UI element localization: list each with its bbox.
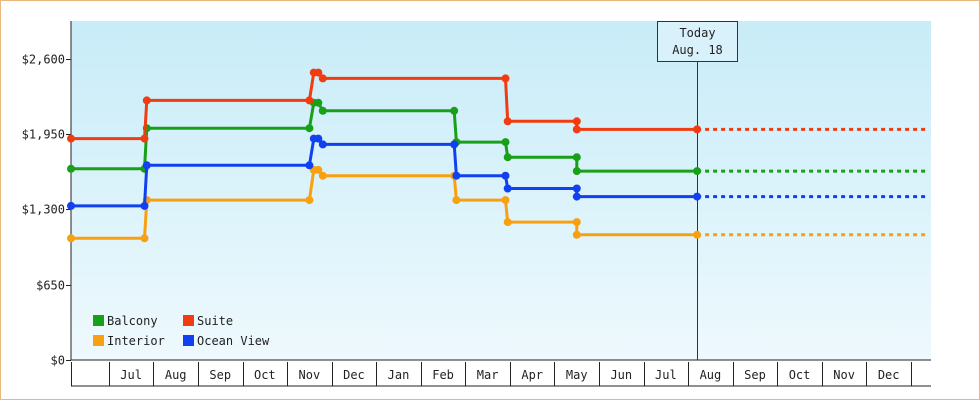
data-point	[305, 96, 314, 105]
x-tick-label-dec: Dec	[343, 368, 365, 382]
data-point	[142, 161, 151, 170]
x-tick-label-oct: Oct	[254, 368, 276, 382]
legend-swatch	[183, 335, 194, 346]
data-point	[314, 165, 323, 174]
series-line-balcony	[71, 101, 698, 173]
data-point	[318, 140, 327, 149]
data-point	[314, 68, 323, 77]
data-point	[314, 98, 323, 107]
data-point	[452, 171, 461, 180]
data-point	[450, 140, 459, 149]
data-point	[572, 125, 581, 134]
data-point	[305, 196, 314, 205]
x-tick-label-mar: Mar	[477, 368, 499, 382]
legend-swatch	[93, 315, 104, 326]
x-tick-label-feb: Feb	[432, 368, 454, 382]
data-point	[503, 153, 512, 162]
data-point	[503, 117, 512, 126]
y-tick-label: $1,300	[22, 203, 65, 217]
data-point	[693, 125, 702, 134]
x-tick-label-oct: Oct	[789, 368, 811, 382]
data-point	[572, 218, 581, 227]
data-point	[503, 218, 512, 227]
series-line-interior	[71, 168, 698, 240]
data-point	[501, 171, 510, 180]
data-point	[501, 196, 510, 205]
data-point	[67, 134, 75, 143]
legend-item-suite: Suite	[183, 314, 233, 328]
today-date: Aug. 18	[672, 43, 723, 57]
legend-label: Ocean View	[197, 334, 270, 348]
data-point	[67, 164, 75, 173]
today-label: Today	[679, 26, 715, 40]
data-point	[693, 192, 702, 201]
series-ocean-view	[67, 134, 927, 210]
legend-item-interior: Interior	[93, 334, 165, 348]
data-point	[452, 196, 461, 205]
data-point	[572, 184, 581, 193]
y-tick-label: $2,600	[22, 53, 65, 67]
y-tick-label: $1,950	[22, 128, 65, 142]
data-point	[693, 167, 702, 176]
x-tick-label-sep: Sep	[744, 368, 766, 382]
x-tick-label-jun: Jun	[610, 368, 632, 382]
data-point	[67, 234, 75, 243]
data-point	[572, 117, 581, 126]
data-point	[503, 184, 512, 193]
x-tick-label-may: May	[566, 368, 588, 382]
legend-label: Suite	[197, 314, 233, 328]
today-box	[657, 21, 738, 62]
data-point	[572, 192, 581, 201]
data-point	[314, 134, 323, 143]
x-tick-label-nov: Nov	[299, 368, 321, 382]
data-point	[142, 96, 151, 105]
data-point	[572, 153, 581, 162]
series-interior	[67, 165, 927, 243]
plot-area	[71, 21, 931, 360]
x-tick-label-dec: Dec	[878, 368, 900, 382]
legend-item-balcony: Balcony	[93, 314, 158, 328]
data-point	[140, 201, 149, 210]
data-point	[318, 74, 327, 83]
x-tick-label-aug: Aug	[700, 368, 722, 382]
legend-swatch	[93, 335, 104, 346]
x-tick-label-jul: Jul	[655, 368, 677, 382]
data-point	[572, 167, 581, 176]
x-tick-label-jan: Jan	[388, 368, 410, 382]
legend-swatch	[183, 315, 194, 326]
data-point	[305, 161, 314, 170]
x-tick-label-aug: Aug	[165, 368, 187, 382]
series-suite	[67, 68, 927, 143]
series-line-ocean-view	[71, 137, 698, 208]
x-tick-label-apr: Apr	[521, 368, 543, 382]
data-point	[693, 230, 702, 239]
data-point	[501, 74, 510, 83]
data-point	[572, 230, 581, 239]
x-tick-label-nov: Nov	[833, 368, 855, 382]
data-point	[305, 124, 314, 133]
data-point	[318, 106, 327, 115]
legend-label: Balcony	[107, 314, 158, 328]
legend-label: Interior	[107, 334, 165, 348]
legend-item-ocean-view: Ocean View	[183, 334, 270, 348]
data-point	[501, 138, 510, 147]
data-point	[140, 134, 149, 143]
y-tick-label: $650	[36, 279, 65, 293]
data-point	[450, 106, 459, 115]
x-tick-label-jul: Jul	[120, 368, 142, 382]
data-point	[140, 234, 149, 243]
x-tick-label-sep: Sep	[209, 368, 231, 382]
y-tick-label: $0	[51, 354, 65, 368]
data-point	[67, 201, 75, 210]
data-point	[318, 171, 327, 180]
